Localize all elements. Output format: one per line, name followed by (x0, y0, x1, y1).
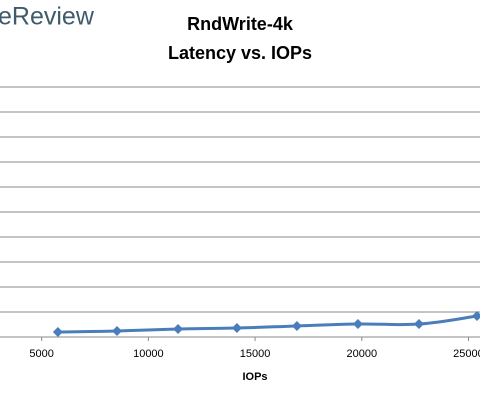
x-tick-label: 20000 (346, 348, 377, 360)
x-tick-label: 25000 (453, 348, 480, 360)
brand: eReview (0, 3, 95, 31)
x-tick-label: 10000 (133, 348, 164, 360)
chart-subtitle: Latency vs. IOPs (168, 43, 312, 63)
series-line (57, 314, 478, 334)
marker (52, 327, 63, 337)
marker (231, 323, 242, 333)
chart-title: RndWrite-4k (187, 14, 294, 34)
marker (291, 321, 302, 331)
marker (112, 326, 123, 336)
marker (352, 319, 363, 329)
x-tick-label: 5000 (29, 348, 53, 360)
marker (173, 324, 184, 334)
marker (413, 319, 424, 329)
marker (472, 311, 480, 321)
x-tick-label: 15000 (240, 348, 271, 360)
x-axis-label: IOPs (242, 371, 267, 383)
